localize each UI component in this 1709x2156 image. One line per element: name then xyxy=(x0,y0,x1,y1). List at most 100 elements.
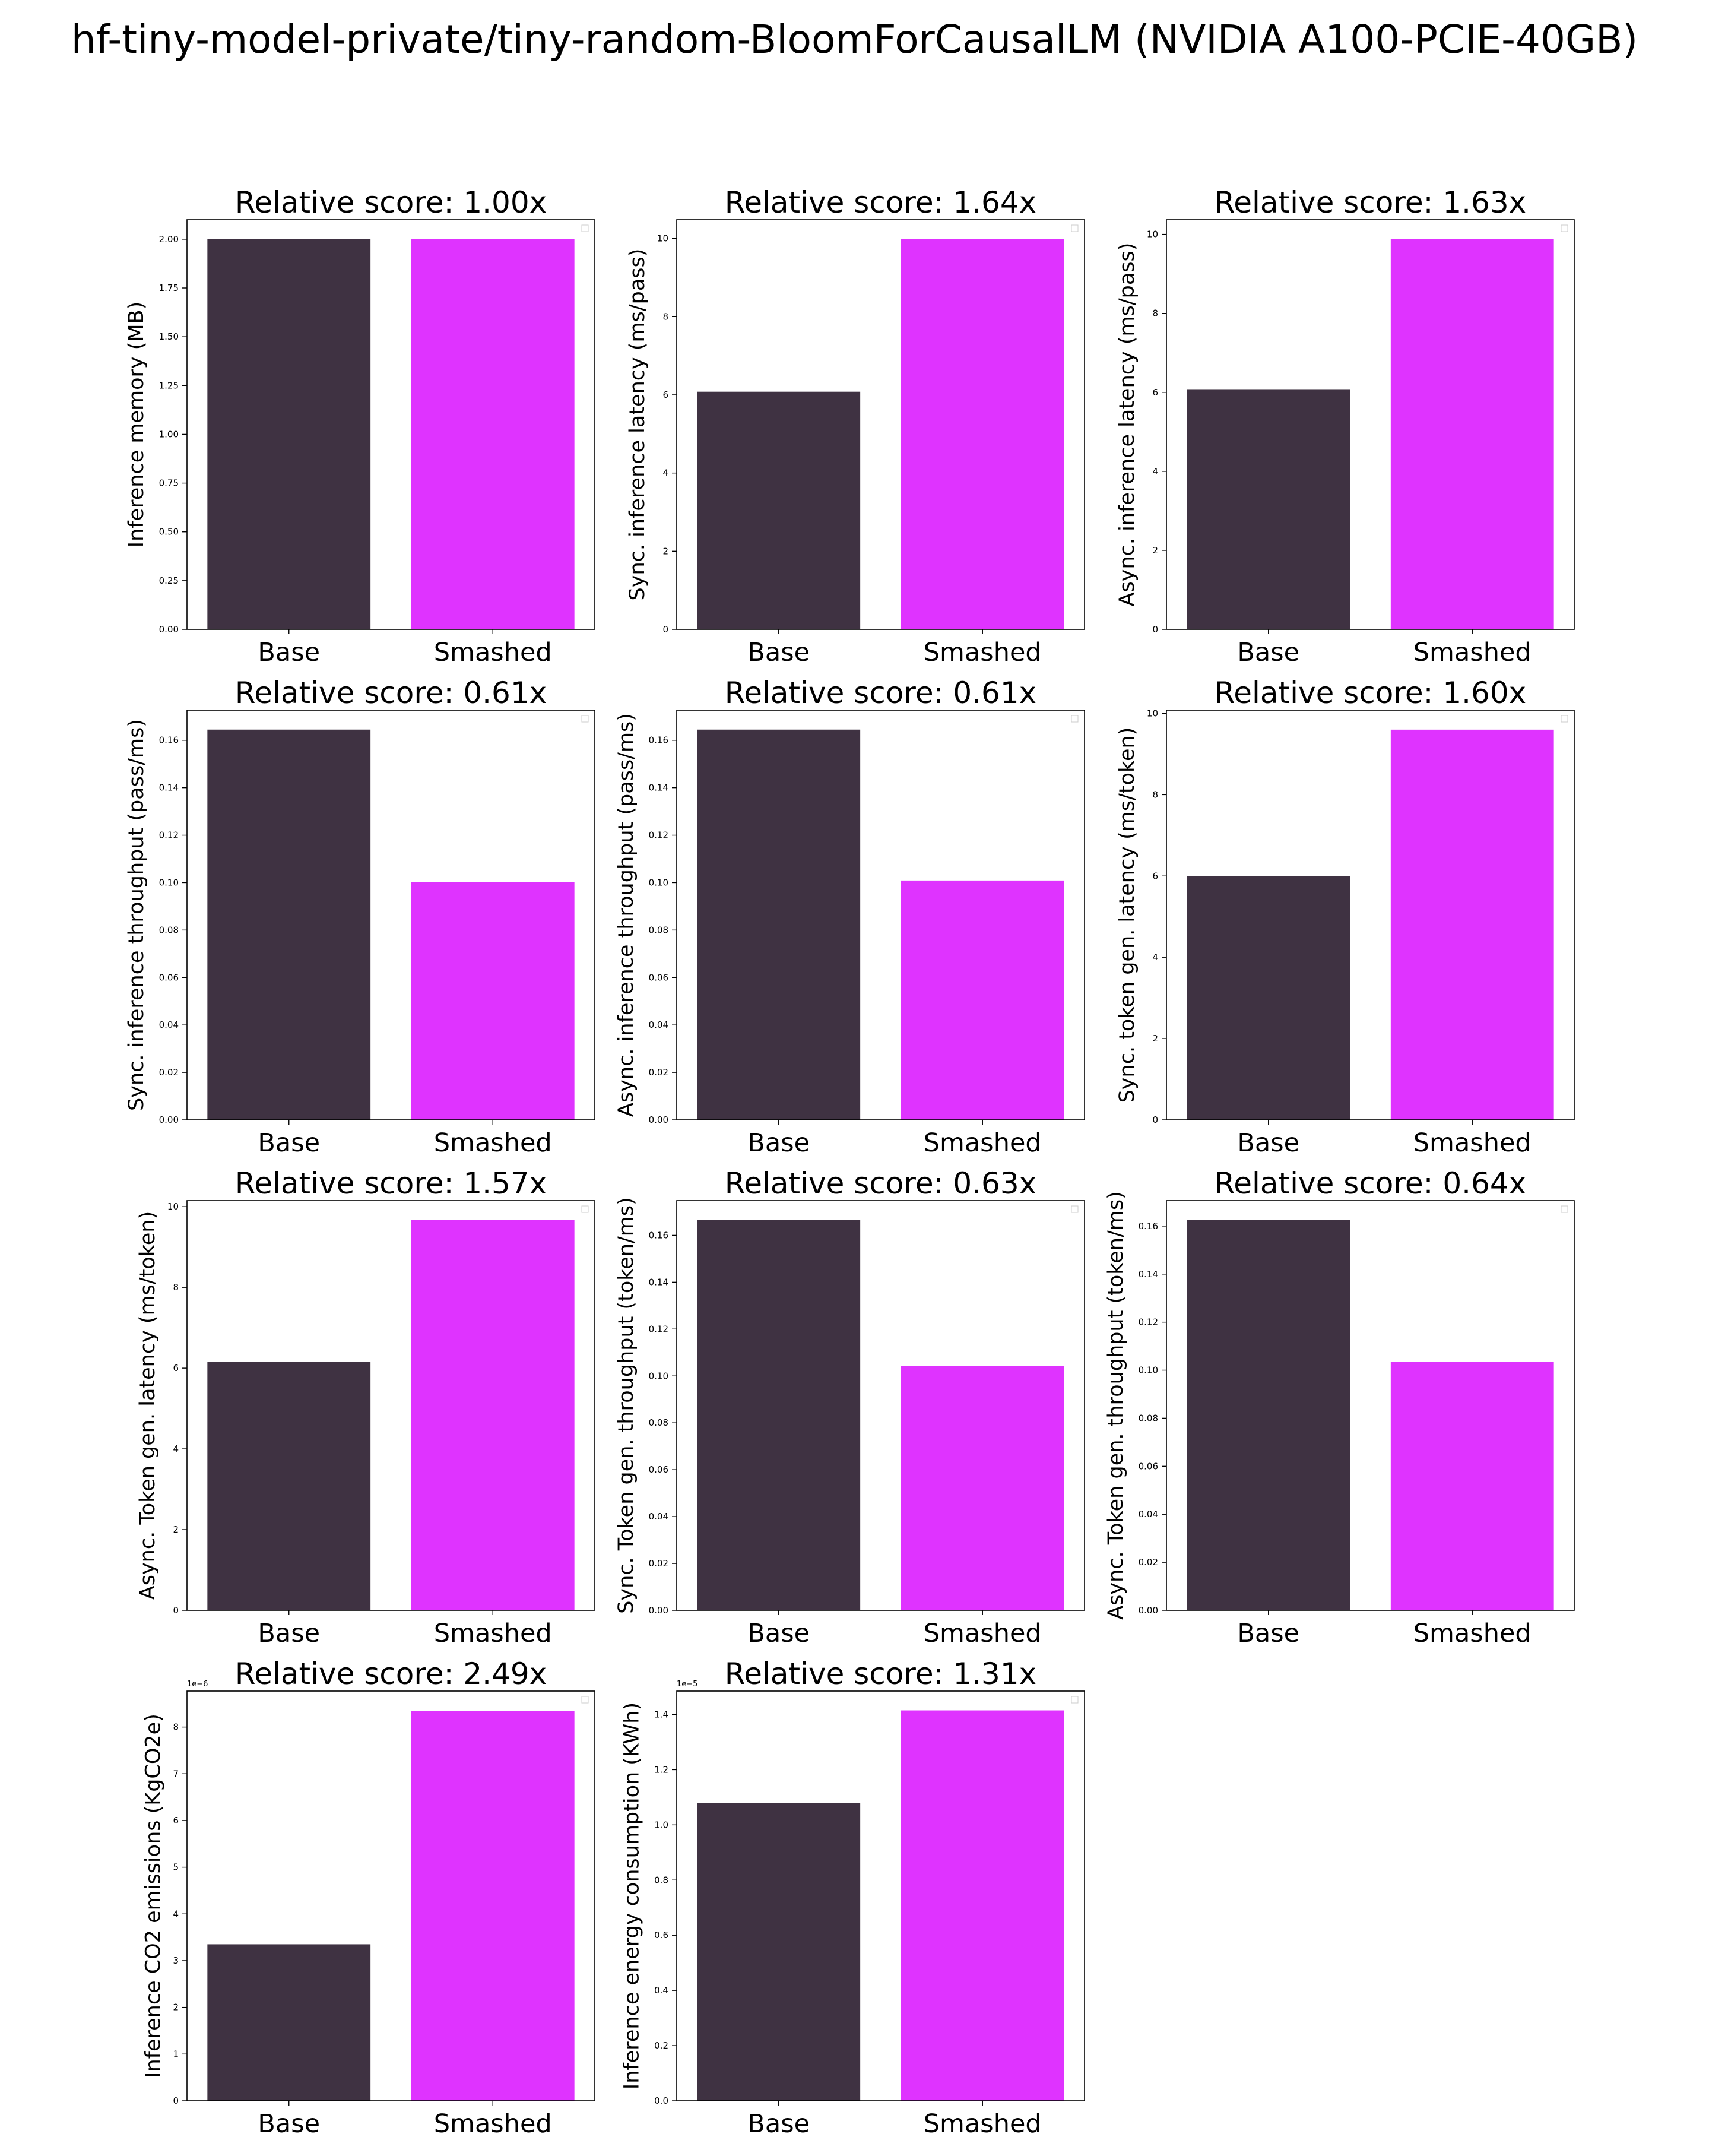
y-axis-label: Inference memory (MB) xyxy=(125,302,148,547)
y-tick-label: 8 xyxy=(173,1722,179,1733)
y-tick-label: 0.02 xyxy=(649,1067,668,1078)
x-tick-label-smashed: Smashed xyxy=(434,1128,552,1158)
y-tick-label: 0.04 xyxy=(1139,1509,1158,1519)
x-tick-label-base: Base xyxy=(1237,1619,1299,1648)
y-tick-label: 0.10 xyxy=(649,1370,668,1381)
x-tick-label-smashed: Smashed xyxy=(434,2109,552,2139)
bar-base xyxy=(697,1220,861,1610)
axes-frame xyxy=(676,219,1085,630)
y-axis-label: Sync. Token gen. throughput (token/ms) xyxy=(614,1197,638,1614)
bar-base xyxy=(207,1944,371,2101)
y-tick-label: 0.00 xyxy=(649,1115,668,1125)
y-tick-label: 5 xyxy=(173,1862,179,1873)
y-tick-label: 0 xyxy=(662,624,668,635)
y-tick-label: 0.12 xyxy=(649,830,668,841)
x-tick-label-base: Base xyxy=(747,2109,810,2139)
chart-title: Relative score: 0.63x xyxy=(725,1166,1037,1201)
y-tick-label: 10 xyxy=(167,1201,179,1212)
bar-base xyxy=(1187,876,1350,1120)
y-tick-label: 0.14 xyxy=(1139,1269,1158,1280)
y-tick-label: 0.06 xyxy=(649,972,668,983)
y-tick-label: 4 xyxy=(173,1443,179,1454)
y-tick-label: 2 xyxy=(1152,545,1158,556)
bar-base xyxy=(697,729,861,1120)
chart-title: Relative score: 1.31x xyxy=(725,1657,1037,1691)
y-tick-label: 0.14 xyxy=(159,783,179,793)
y-tick-label: 2.00 xyxy=(159,234,179,245)
y-tick-label: 0.00 xyxy=(159,1115,179,1125)
y-tick-label: 1.00 xyxy=(159,429,179,439)
x-tick-label-base: Base xyxy=(258,2109,320,2139)
y-tick-label: 0.06 xyxy=(159,972,179,983)
y-tick-label: 0.2 xyxy=(654,2040,668,2051)
chart-panel-6: 0 2 4 6 8 10 Base Smashed Relative score: 1.60x S… xyxy=(1115,676,1575,1158)
y-tick-label: 6 xyxy=(1152,387,1158,398)
bar-smashed xyxy=(411,882,575,1120)
y-axis-label: Sync. inference latency (ms/pass) xyxy=(626,249,649,601)
legend-box xyxy=(1561,224,1568,232)
y-tick-label: 4 xyxy=(1152,952,1158,963)
y-tick-label: 0.4 xyxy=(654,1985,668,1996)
y-tick-label: 1.50 xyxy=(159,331,179,342)
y-tick-label: 1.0 xyxy=(654,1819,668,1830)
y-axis-label: Async. inference throughput (pass/ms) xyxy=(614,713,638,1117)
chart-title: Relative score: 0.61x xyxy=(235,676,547,710)
chart-panel-7: 0 2 4 6 8 10 Base Smashed Relative score: 1.57x A… xyxy=(136,1166,595,1648)
x-tick-label-smashed: Smashed xyxy=(1413,1128,1532,1158)
y-tick-label: 0.10 xyxy=(159,877,179,888)
axes-frame xyxy=(186,1690,595,2101)
y-tick-label: 0.02 xyxy=(1139,1557,1158,1568)
x-tick-label-smashed: Smashed xyxy=(924,1619,1042,1648)
y-tick-label: 2 xyxy=(662,546,668,556)
axes-frame xyxy=(676,1690,1085,2101)
bar-smashed xyxy=(1390,239,1554,630)
x-tick-label-smashed: Smashed xyxy=(1413,638,1532,667)
y-tick-label: 8 xyxy=(1152,789,1158,800)
y-tick-label: 6 xyxy=(662,390,668,400)
x-tick-label-smashed: Smashed xyxy=(924,2109,1042,2139)
y-tick-label: 0.50 xyxy=(159,527,179,537)
y-axis-label: Async. inference latency (ms/pass) xyxy=(1115,243,1139,607)
legend-box xyxy=(581,1696,589,1704)
x-tick-label-base: Base xyxy=(747,638,810,667)
legend-box xyxy=(1071,715,1079,723)
legend-box xyxy=(1561,1205,1568,1213)
y-tick-label: 0.14 xyxy=(649,1277,668,1287)
bar-smashed xyxy=(411,1220,575,1610)
y-tick-label: 0.04 xyxy=(649,1020,668,1030)
y-axis-multiplier: 1e−6 xyxy=(187,1680,208,1689)
y-tick-label: 0.02 xyxy=(159,1067,179,1078)
y-tick-label: 0.10 xyxy=(1139,1365,1158,1376)
chart-title: Relative score: 1.60x xyxy=(1215,676,1527,710)
chart-panel-8: 0.00 0.02 0.04 0.06 0.08 0.10 0.12 0.14 0.16 Base… xyxy=(614,1166,1085,1648)
y-tick-label: 0.12 xyxy=(159,830,179,841)
y-axis-label: Inference CO2 emissions (KgCO2e) xyxy=(142,1714,166,2078)
x-tick-label-base: Base xyxy=(258,1619,320,1648)
y-tick-label: 2 xyxy=(1152,1033,1158,1044)
y-axis-multiplier: 1e−5 xyxy=(677,1680,697,1689)
bar-base xyxy=(207,1362,371,1610)
chart-panel-4: 0.00 0.02 0.04 0.06 0.08 0.10 0.12 0.14 0.16 Base… xyxy=(125,676,595,1158)
x-tick-label-base: Base xyxy=(258,638,320,667)
legend-box xyxy=(1071,1205,1079,1213)
chart-panel-2: 0 2 4 6 8 10 Base Smashed Relative score: 1.64x S… xyxy=(626,185,1085,667)
y-tick-label: 0 xyxy=(173,1605,179,1616)
y-tick-label: 0.08 xyxy=(649,925,668,935)
x-tick-label-base: Base xyxy=(747,1619,810,1648)
y-tick-label: 4 xyxy=(1152,466,1158,477)
y-tick-label: 0.16 xyxy=(159,735,179,746)
chart-title: Relative score: 1.00x xyxy=(235,185,547,220)
x-tick-label-base: Base xyxy=(1237,638,1299,667)
legend-box xyxy=(1071,1696,1079,1704)
chart-title: Relative score: 1.57x xyxy=(235,1166,547,1201)
axes-frame xyxy=(676,1200,1085,1611)
y-tick-label: 1.4 xyxy=(654,1709,668,1720)
bar-base xyxy=(1187,1220,1350,1610)
axes-frame xyxy=(676,710,1085,1120)
y-axis-label: Sync. token gen. latency (ms/token) xyxy=(1115,727,1139,1103)
bar-smashed xyxy=(901,1366,1064,1610)
bar-smashed xyxy=(411,239,575,629)
axes-frame xyxy=(1166,710,1575,1120)
chart-panel-5: 0.00 0.02 0.04 0.06 0.08 0.10 0.12 0.14 0.16 Base… xyxy=(614,676,1085,1158)
